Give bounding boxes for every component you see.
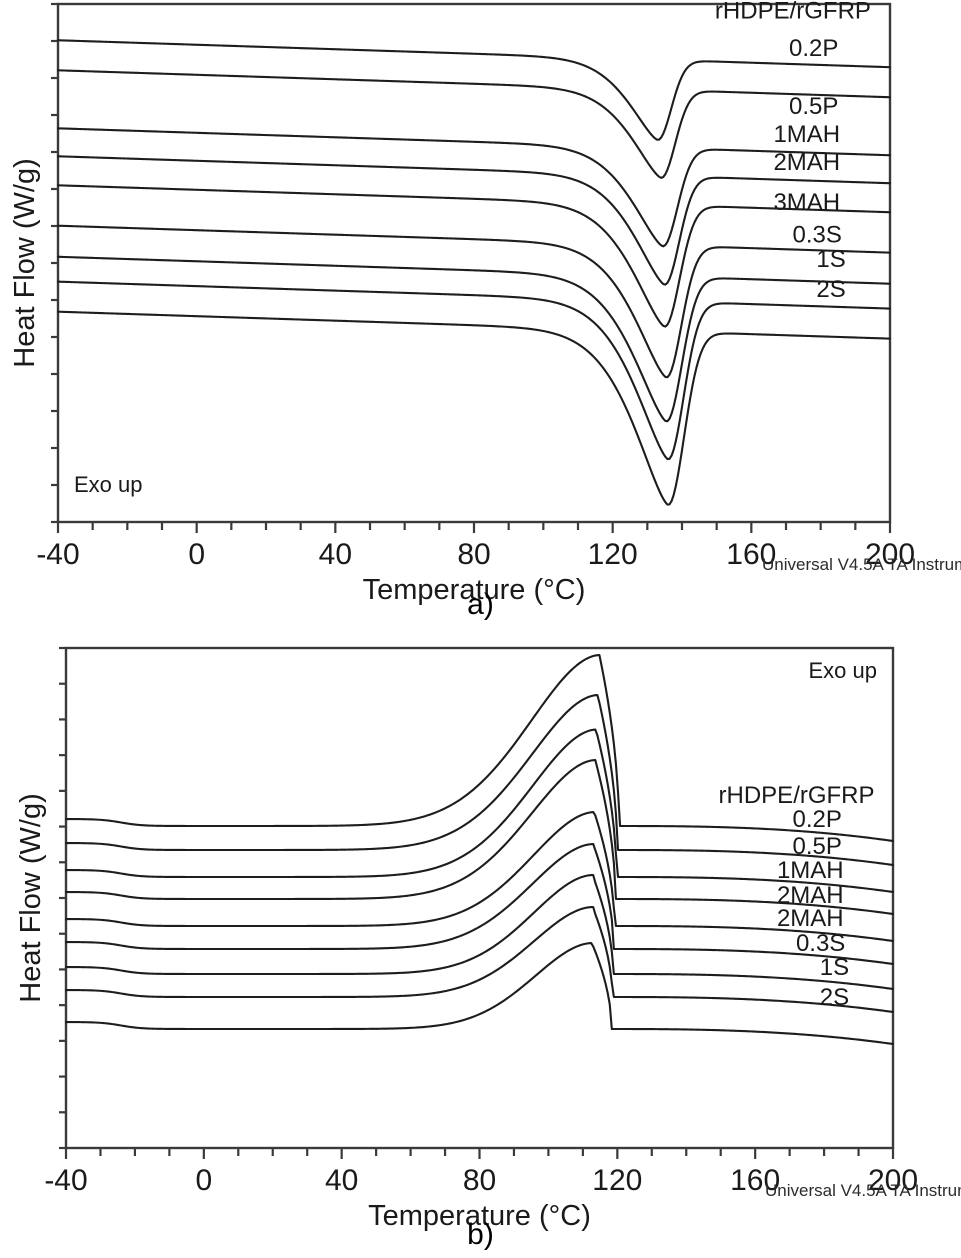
panel-a-caption: a)	[467, 588, 494, 621]
ta-instruments-watermark: Universal V4.5A TA Instrume	[762, 555, 961, 574]
dsc-curve	[56, 280, 892, 461]
dsc-curve	[64, 811, 895, 943]
curve-label: rHDPE/rGFRP	[719, 782, 875, 809]
x-tick-label: 80	[457, 538, 490, 571]
x-axis-title: Temperature (°C)	[363, 574, 586, 606]
dsc-curve	[56, 184, 892, 328]
x-tick-label: 0	[188, 538, 205, 571]
dsc-curve	[56, 310, 892, 506]
x-tick-label: 80	[463, 1164, 496, 1197]
plot-frame	[56, 2, 892, 524]
y-axis-title: Heat Flow (W/g)	[15, 793, 47, 1002]
dsc-curve	[56, 39, 892, 141]
dsc-curve	[56, 69, 892, 179]
dsc-curve	[56, 255, 892, 423]
dsc-curve	[56, 155, 892, 286]
dsc-curve	[64, 728, 895, 894]
panel-a-melting: -40 0 40 80 120 160 200 Temperature (°C) Heat Fl…	[9, 0, 961, 606]
curve-label: 0.5P	[789, 93, 838, 120]
curve-label: 2S	[820, 984, 849, 1011]
dsc-curve	[56, 127, 892, 248]
x-axis-title: Temperature (°C)	[368, 1200, 591, 1232]
x-tick-label: -40	[44, 1164, 87, 1197]
curve-label: 2S	[816, 276, 845, 303]
panel-a-plot: -40 0 40 80 120 160 200 Temperature (°C) Heat Fl…	[9, 0, 961, 606]
curve-label: rHDPE/rGFRP	[715, 0, 871, 25]
x-tick-label: 160	[726, 538, 776, 571]
curve-label: 1MAH	[777, 857, 844, 884]
curve-label: 3MAH	[773, 189, 840, 216]
curve-label: 2MAH	[773, 149, 840, 176]
curve-label: 2MAH	[777, 905, 844, 932]
x-tick-label: 200	[868, 1164, 918, 1197]
x-tick-label: 120	[592, 1164, 642, 1197]
exo-up-label: Exo up	[809, 658, 878, 683]
x-tick-label: 120	[588, 538, 638, 571]
dsc-curve	[64, 842, 895, 966]
panel-b-caption: b)	[467, 1218, 494, 1251]
curve-label: 1MAH	[773, 121, 840, 148]
dsc-curve	[56, 224, 892, 379]
curve-label: 1S	[820, 954, 849, 981]
curve-label: 0.5P	[793, 833, 842, 860]
panel-b-crystallization: -40 0 40 80 120 160 200 Temperature (°C) Heat Fl…	[0, 630, 961, 1258]
curve-label: 0.2P	[789, 35, 838, 62]
exo-up-label: Exo up	[74, 472, 143, 497]
curve-label: 0.2P	[793, 806, 842, 833]
y-axis-title: Heat Flow (W/g)	[9, 158, 41, 367]
x-tick-label: 0	[195, 1164, 212, 1197]
curve-label: 0.3S	[796, 930, 845, 957]
curve-label: 0.3S	[793, 221, 842, 248]
x-tick-label: 160	[730, 1164, 780, 1197]
x-tick-label: 200	[865, 538, 915, 571]
curve-label: 2MAH	[777, 882, 844, 909]
x-tick-label: 40	[325, 1164, 358, 1197]
panel-b-plot: -40 0 40 80 120 160 200 Temperature (°C) Heat Fl…	[15, 646, 961, 1232]
x-tick-label: -40	[36, 538, 79, 571]
dsc-curve	[64, 873, 895, 991]
ta-instruments-watermark: Universal V4.5A TA Instrume	[765, 1181, 961, 1200]
dsc-curve	[64, 758, 895, 916]
dsc-curve	[64, 653, 895, 843]
curve-label: 1S	[816, 246, 845, 273]
x-tick-label: 40	[319, 538, 352, 571]
dsc-curve	[64, 941, 895, 1046]
dsc-curve	[64, 693, 895, 867]
dsc-curve	[64, 905, 895, 1014]
